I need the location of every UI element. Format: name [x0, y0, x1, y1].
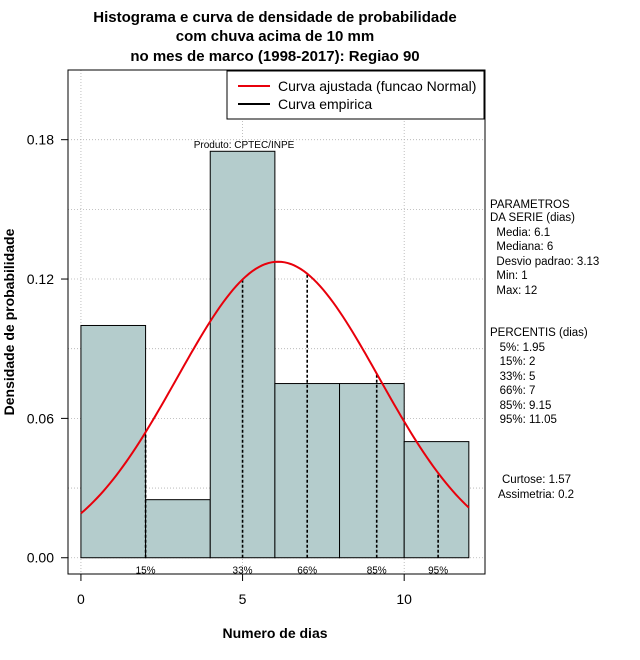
- x-tick-label: 0: [77, 591, 85, 607]
- param-max: Max: 12: [490, 285, 537, 297]
- normal-curve-group: [80, 260, 470, 515]
- x-tick-label: 5: [239, 591, 247, 607]
- percentis-title: PERCENTIS (dias): [490, 327, 588, 339]
- legend-label-empirical: Curva empirica: [278, 96, 372, 112]
- histogram-bar: [80, 324, 147, 559]
- percentil-95: 95%: 11.05: [490, 414, 557, 426]
- percentile-label: 95%: [428, 566, 448, 577]
- param-title-2: DA SERIE (dias): [490, 212, 575, 224]
- percentile-label: 15%: [136, 566, 156, 577]
- percentile-label: 33%: [233, 566, 253, 577]
- legend-box: [226, 70, 485, 120]
- histogram-bar: [403, 441, 470, 559]
- legend: Curva ajustada (funcao Normal) Curva emp…: [226, 70, 485, 120]
- y-axis-label: Densidade de probabilidade: [1, 228, 17, 415]
- param-mediana: Mediana: 6: [490, 241, 553, 253]
- x-axis: 0 5 10: [77, 573, 412, 607]
- histogram-bar: [339, 383, 405, 559]
- percentil-5: 5%: 1.95: [490, 342, 545, 354]
- x-tick-label: 10: [396, 591, 412, 607]
- param-desvio: Desvio padrao: 3.13: [490, 256, 599, 268]
- curtose: Curtose: 1.57: [502, 474, 571, 486]
- legend-label-normal: Curva ajustada (funcao Normal): [278, 78, 476, 94]
- x-axis-label: Numero de dias: [222, 625, 327, 641]
- histogram-bar: [145, 499, 211, 559]
- title-line-3: no mes de marco (1998-2017): Regiao 90: [130, 48, 419, 65]
- histogram-bars: [80, 150, 470, 559]
- y-tick-label: 0.12: [27, 271, 54, 287]
- percentile-lines: 15% 33% 66% 85% 95%: [136, 273, 448, 577]
- side-panel: PARAMETROS DA SERIE (dias) Media: 6.1 Me…: [490, 199, 599, 501]
- title-line-1: Histograma e curva de densidade de proba…: [93, 9, 456, 26]
- source-note: Produto: CPTEC/INPE: [194, 140, 295, 151]
- param-media: Media: 6.1: [490, 227, 550, 239]
- param-min: Min: 1: [490, 270, 528, 282]
- y-axis: 0.00 0.06 0.12 0.18: [27, 132, 69, 566]
- percentil-15: 15%: 2: [490, 356, 535, 368]
- percentil-33: 33%: 5: [490, 371, 535, 383]
- assimetria: Assimetria: 0.2: [498, 489, 574, 501]
- y-tick-label: 0.18: [27, 132, 54, 148]
- percentile-label: 85%: [367, 566, 387, 577]
- y-tick-label: 0.00: [27, 550, 54, 566]
- chart-title: Histograma e curva de densidade de proba…: [93, 9, 456, 65]
- y-tick-label: 0.06: [27, 410, 54, 426]
- title-line-2: com chuva acima de 10 mm: [176, 28, 374, 45]
- normal-curve: [80, 260, 470, 515]
- percentil-85: 85%: 9.15: [490, 400, 551, 412]
- param-title-1: PARAMETROS: [490, 199, 570, 211]
- percentile-label: 66%: [297, 566, 317, 577]
- percentil-66: 66%: 7: [490, 385, 535, 397]
